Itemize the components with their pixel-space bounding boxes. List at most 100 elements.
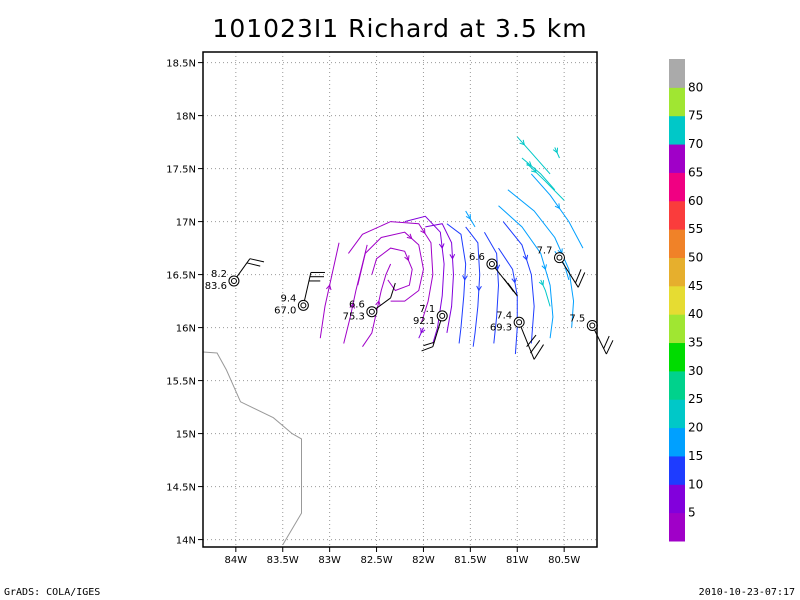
- station-label-top: 6.6: [349, 300, 365, 311]
- streamline-arrow: [375, 300, 381, 307]
- station-marker: 9.467.0: [274, 271, 325, 316]
- colorbar-segment: [669, 172, 685, 202]
- x-tick-label: 83W: [318, 555, 341, 566]
- streamline-arrow: [404, 255, 410, 262]
- y-tick-label: 17.5N: [166, 165, 196, 176]
- x-tick-label: 81W: [506, 555, 529, 566]
- station-label-top: 6.6: [469, 252, 485, 263]
- station-ring: [297, 299, 309, 311]
- colorbar-label: 45: [688, 279, 703, 293]
- streamline-arrow: [438, 243, 445, 250]
- x-tick-label: 80.5W: [548, 555, 580, 566]
- streamline-arrow: [511, 277, 517, 284]
- streamline: [502, 221, 535, 344]
- station-marker: 6.6: [469, 252, 518, 297]
- streamline-arrow: [462, 275, 468, 281]
- colorbar-segment: [669, 455, 685, 485]
- colorbar-segment: [669, 87, 685, 117]
- wind-barb-staff: [559, 257, 579, 288]
- coastline-path: [202, 351, 302, 546]
- colorbar-segment: [669, 257, 685, 287]
- streamline: [516, 136, 551, 175]
- colorbar-label: 55: [688, 222, 703, 236]
- colorbar-label: 60: [688, 194, 703, 208]
- x-tick-label: 84W: [225, 555, 248, 566]
- streamlines: [319, 136, 584, 355]
- colorbar-segment: [669, 314, 685, 344]
- station-label-top: 8.2: [211, 269, 227, 280]
- colorbar-label: 15: [688, 449, 703, 463]
- x-tick-label: 81.5W: [454, 555, 486, 566]
- station-ring: [436, 310, 448, 322]
- streamline: [526, 162, 565, 201]
- stations: 8.283.69.467.06.675.37.192.16.67.469.37.…: [205, 246, 614, 360]
- colorbar-label: 50: [688, 250, 703, 264]
- footer-timestamp: 2010-10-23-07:17: [698, 587, 795, 598]
- station-marker: 7.192.1: [413, 304, 448, 352]
- colorbar-segment: [669, 399, 685, 429]
- station-dot: [368, 308, 375, 315]
- station-label-top: 7.5: [569, 313, 585, 324]
- colorbar-label: 80: [688, 80, 703, 94]
- station-label-bottom: 69.3: [490, 322, 512, 333]
- colorbar-segment: [669, 427, 685, 457]
- y-tick-label: 18N: [176, 112, 196, 123]
- station-label-bottom: 83.6: [205, 281, 227, 292]
- streamline: [483, 231, 500, 344]
- wind-barb-flag: [603, 335, 610, 349]
- wind-barb-flag: [246, 262, 261, 267]
- streamline-arrow: [349, 302, 356, 309]
- wind-barb-flag: [423, 341, 434, 347]
- streamline-arrow: [538, 280, 544, 287]
- plot-frame: [202, 51, 598, 548]
- streamline-arrow: [519, 139, 525, 146]
- y-tick-label: 18.5N: [166, 59, 196, 70]
- streamline-arrow: [554, 203, 561, 210]
- station-label-top: 7.1: [419, 304, 435, 315]
- station-dot: [230, 277, 237, 284]
- wind-barb-flag: [577, 272, 586, 288]
- colorbar-label: 10: [688, 477, 703, 491]
- colorbar-segment: [669, 370, 685, 400]
- colorbar-segment: [669, 512, 685, 542]
- station-marker: 8.283.6: [205, 258, 265, 292]
- station-marker: 7.7: [537, 246, 586, 288]
- wind-barb-staff: [518, 322, 535, 360]
- streamline: [357, 231, 424, 302]
- y-tick-label: 15N: [176, 430, 196, 441]
- colorbar-segment: [669, 59, 685, 88]
- wind-barb-flag: [533, 344, 544, 360]
- colorbar-segment: [669, 144, 685, 173]
- streamline-arrow: [531, 167, 537, 174]
- y-tick-label: 14N: [176, 536, 196, 547]
- footer-credit: GrADS: COLA/IGES: [4, 587, 101, 598]
- x-tick-label: 83.5W: [267, 555, 299, 566]
- station-label-top: 9.4: [280, 293, 296, 304]
- grid-lines: [203, 52, 597, 547]
- streamline-arrow: [541, 264, 547, 271]
- colorbar-segment: [669, 285, 685, 315]
- colorbar-label: 70: [688, 137, 703, 151]
- streamline-arrow: [465, 213, 471, 220]
- station-label-bottom: 75.3: [343, 312, 365, 323]
- wind-barb-flag: [529, 340, 541, 354]
- station-dot: [439, 312, 446, 319]
- colorbar-segment: [669, 229, 685, 258]
- station-label-top: 7.4: [496, 310, 512, 321]
- chart-title: 101023I1 Richard at 3.5 km: [212, 14, 588, 43]
- station-label-top: 7.7: [537, 246, 553, 257]
- station-marker: 7.469.3: [490, 310, 544, 360]
- colorbar-segment: [669, 200, 685, 230]
- station-dot: [488, 260, 495, 267]
- colorbar-label: 65: [688, 165, 703, 179]
- station-dot: [300, 302, 307, 309]
- colorbar-label: 25: [688, 392, 703, 406]
- colorbar-label: 30: [688, 364, 703, 378]
- wind-barb-flag: [605, 340, 614, 355]
- colorbar-label: 20: [688, 421, 703, 435]
- colorbar-label: 5: [688, 506, 696, 520]
- station-ring: [366, 306, 378, 318]
- y-tick-label: 17N: [176, 218, 196, 229]
- streamline-arrow: [420, 228, 426, 235]
